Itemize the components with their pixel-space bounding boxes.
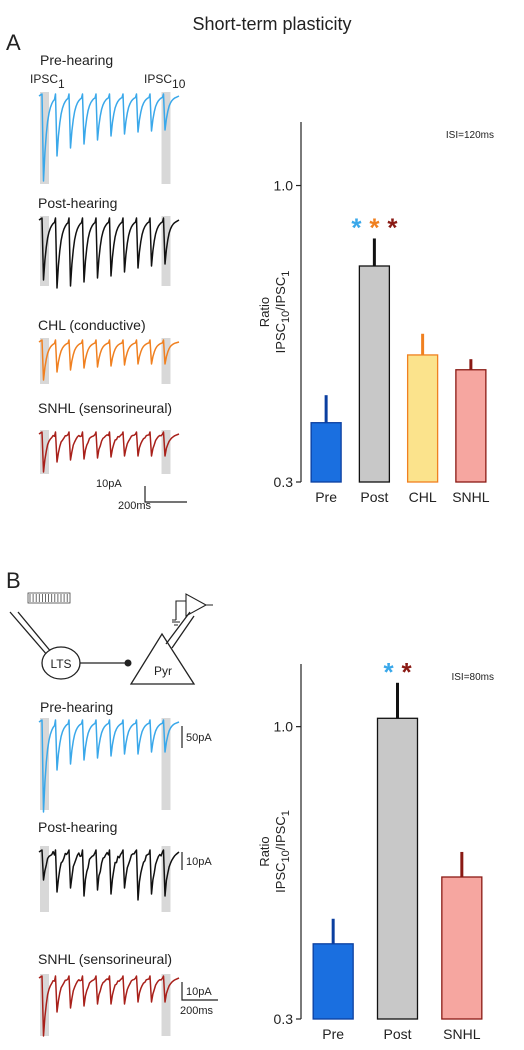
panel-b-scale-snhl xyxy=(181,982,218,1001)
panel-a-scale-y-label: 10pA xyxy=(96,478,122,490)
panel-a-trace-label-chl: CHL (conductive) xyxy=(38,317,146,333)
panel-a-letter: A xyxy=(6,30,21,55)
chart-a-significance-star-0: * xyxy=(351,212,362,242)
chart-a-significance-star-2: * xyxy=(387,212,398,242)
panel-b-scale-snhl-y-label: 10pA xyxy=(186,986,212,998)
panel-b-trace-label-snhl: SNHL (sensorineural) xyxy=(38,951,172,967)
chart-b-ylabel-ratio: IPSC10/IPSC1 xyxy=(273,810,292,893)
chart-b-significance-star-0: * xyxy=(383,657,394,687)
stim-electrode xyxy=(9,611,53,657)
panel-b-trace-label-pre: Pre-hearing xyxy=(40,699,113,715)
chart-a-ytick-label-1: 0.3 xyxy=(274,474,294,490)
chart-a-bar-pre xyxy=(310,422,342,483)
chart-a-ytick-label-0: 1.0 xyxy=(274,178,294,194)
chart-b-ylabel-prefix: Ratio xyxy=(257,836,272,866)
chart-b-bar-pre xyxy=(312,943,354,1020)
panel-a-scale-bar xyxy=(144,486,187,503)
synapse-terminal xyxy=(124,659,132,667)
trace-a-pre-shade-last xyxy=(161,92,171,184)
trace-a-pre-shade-first xyxy=(40,92,49,184)
panel-a-trace-label-post: Post-hearing xyxy=(38,195,117,211)
trace-a-post-shade-first xyxy=(40,216,49,286)
lts-cell-label: LTS xyxy=(50,657,71,671)
trace-b-pre-shade-last xyxy=(161,718,171,810)
chart-b-significance-star-1: * xyxy=(401,657,412,687)
panel-a-trace-label-pre: Pre-hearing xyxy=(40,52,113,68)
chart-b-xtick-label-pre: Pre xyxy=(322,1026,344,1042)
panel-a-scale-x-label: 200ms xyxy=(118,500,152,512)
chart-a-xtick-label-snhl: SNHL xyxy=(452,489,490,505)
chart-a-ylabel-ratio: IPSC10/IPSC1 xyxy=(273,271,292,354)
trace-a-post xyxy=(38,217,180,289)
panel-b-trace-label-post: Post-hearing xyxy=(38,819,117,835)
chart-a-xtick-label-pre: Pre xyxy=(315,489,337,505)
panel-a-trace-label-snhl: SNHL (sensorineural) xyxy=(38,400,172,416)
panel-a-ipsc1-label: IPSC1 xyxy=(30,72,65,91)
trace-a-chl-shade-first xyxy=(40,338,49,384)
chart-b-ytick-label-0: 1.0 xyxy=(274,719,294,735)
amplifier-icon xyxy=(172,593,213,626)
panel-b-traces xyxy=(38,718,180,1037)
pyr-cell-label: Pyr xyxy=(154,664,172,678)
stimulus-train-icon xyxy=(27,592,71,604)
trace-a-chl xyxy=(38,339,180,381)
pyr-cell xyxy=(129,632,196,685)
figure-title: Short-term plasticity xyxy=(192,14,351,34)
trace-b-pre xyxy=(38,719,180,813)
chart-b-isi-label: ISI=80ms xyxy=(451,672,494,683)
panel-a-traces xyxy=(38,92,180,474)
chart-b-xtick-label-post: Post xyxy=(383,1026,411,1042)
panel-b-scale-x-label: 200ms xyxy=(180,1005,214,1017)
chart-b-xtick-label-snhl: SNHL xyxy=(443,1026,481,1042)
chart-a-ylabel-prefix: Ratio xyxy=(257,297,272,327)
chart-a-isi-label: ISI=120ms xyxy=(446,130,494,141)
chart-b-bar-snhl xyxy=(441,876,483,1020)
chart-a-bar-post xyxy=(358,265,391,483)
chart-b-bar-post xyxy=(376,717,419,1020)
panel-a-ipsc10-label: IPSC10 xyxy=(144,72,186,91)
trace-b-snhl xyxy=(38,975,180,1037)
chart-a-bar-chl xyxy=(406,354,439,483)
trace-b-snhl-shade-last xyxy=(161,974,171,1036)
trace-a-snhl xyxy=(38,431,180,473)
chart-b-ytick-label-1: 0.3 xyxy=(274,1011,294,1027)
chart-a-xtick-label-chl: CHL xyxy=(409,489,437,505)
trace-b-pre-shade-first xyxy=(40,718,49,810)
trace-a-pre xyxy=(38,93,180,182)
trace-a-snhl-shade-first xyxy=(40,430,49,474)
trace-b-post xyxy=(38,849,180,901)
record-electrode xyxy=(165,611,195,649)
chart-a-significance-star-1: * xyxy=(369,212,380,242)
recording-schematic: LTS Pyr xyxy=(9,592,213,685)
trace-b-post-shade-first xyxy=(40,846,49,912)
chart-a-bar-snhl xyxy=(455,369,487,483)
panel-b-scale-pre-label: 50pA xyxy=(186,732,212,744)
panel-b-scale-post-label: 10pA xyxy=(186,856,212,868)
chart-a-xtick-label-post: Post xyxy=(360,489,388,505)
panel-b-letter: B xyxy=(6,568,21,593)
trace-b-snhl-shade-first xyxy=(40,974,49,1036)
